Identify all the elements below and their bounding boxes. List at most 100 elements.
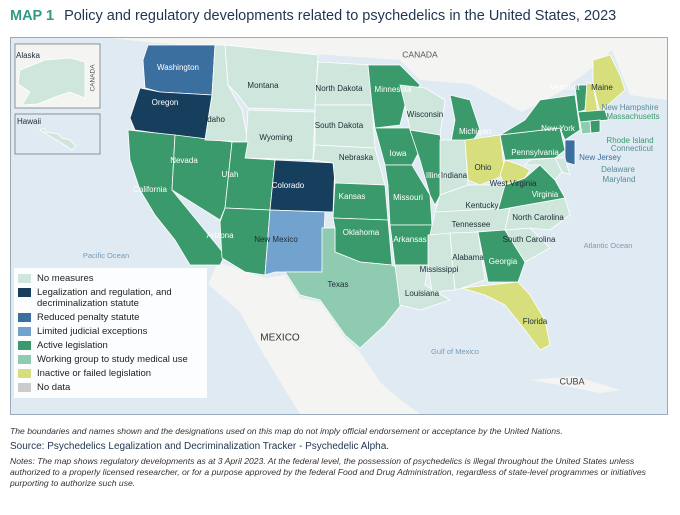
state-label: Kentucky	[466, 201, 499, 210]
legend-item: Working group to study medical use	[18, 354, 203, 365]
map-number: MAP 1	[10, 8, 55, 24]
state-label: Pennsylvania	[511, 148, 559, 157]
legend-label: Working group to study medical use	[37, 354, 188, 365]
state-label: New Hampshire	[602, 103, 659, 112]
legend-item: Inactive or failed legislation	[18, 368, 203, 379]
state-label: South Dakota	[315, 121, 364, 130]
disclaimer: The boundaries and names shown and the d…	[10, 426, 563, 436]
state-label: Kansas	[339, 192, 366, 201]
legend-label: Reduced penalty statute	[37, 312, 140, 323]
legend: No measures Legalization and regulation, …	[14, 268, 207, 398]
state-label: Missouri	[393, 193, 423, 202]
state-label: Washington	[157, 63, 199, 72]
state-label: Idaho	[205, 115, 226, 124]
legend-item: Reduced penalty statute	[18, 312, 203, 323]
legend-swatch	[18, 274, 31, 283]
state-label: Hawaii	[17, 117, 41, 126]
state-label: Delaware	[601, 165, 635, 174]
state-label: Indiana	[441, 171, 468, 180]
legend-item: No data	[18, 382, 203, 393]
state-label: New Jersey	[579, 153, 621, 162]
legend-swatch	[18, 327, 31, 336]
state-label: Georgia	[489, 257, 518, 266]
state-label: Colorado	[272, 181, 305, 190]
state-label: Virginia	[532, 190, 559, 199]
state	[374, 127, 421, 166]
state-label: Rhode Island	[606, 136, 653, 145]
state-label: Florida	[523, 317, 548, 326]
state-label: Oklahoma	[343, 228, 380, 237]
legend-swatch	[18, 383, 31, 392]
state-label: Montana	[247, 81, 279, 90]
state	[524, 157, 563, 181]
state-label: Arizona	[206, 231, 234, 240]
cuba-land	[530, 376, 620, 393]
state-label: Massachusetts	[606, 112, 659, 121]
state	[589, 119, 601, 134]
state-label: Nevada	[170, 156, 198, 165]
state	[409, 129, 449, 206]
state	[477, 229, 526, 283]
map-title: Policy and regulatory developments relat…	[64, 8, 617, 24]
state-label: Louisiana	[405, 289, 440, 298]
state-label: North Dakota	[315, 84, 363, 93]
map: Washington Oregon California Nevada Idaho Mon…	[10, 37, 668, 415]
legend-swatch	[18, 355, 31, 364]
state-label: North Carolina	[512, 213, 564, 222]
place-label: CUBA	[559, 376, 584, 386]
state-label: Alaska	[16, 51, 41, 60]
state-label: Wyoming	[259, 133, 292, 142]
legend-label: No data	[37, 382, 71, 393]
legend-label: No measures	[37, 273, 94, 284]
canada-land	[11, 38, 667, 112]
state-label: California	[133, 185, 167, 194]
state-label: South Carolina	[503, 235, 556, 244]
place-label: Gulf of Mexico	[431, 347, 479, 356]
state	[284, 227, 406, 349]
mexico-land	[208, 262, 420, 414]
legend-item: Legalization and regulation, and decrimi…	[18, 287, 203, 309]
state-label: Minnesota	[375, 85, 412, 94]
state	[464, 134, 506, 186]
state-label: Iowa	[390, 149, 407, 158]
state-label: Nebraska	[339, 153, 374, 162]
state-label: Ohio	[475, 163, 492, 172]
state-label: Vermont	[550, 83, 581, 92]
header: MAP 1 Policy and regulatory developments …	[10, 8, 616, 24]
state-label: West Virginia	[490, 179, 537, 188]
state-label: Alabama	[452, 253, 484, 262]
state-label: Maine	[591, 83, 613, 92]
legend-label: Active legislation	[37, 340, 108, 351]
footer: The boundaries and names shown and the d…	[10, 426, 670, 493]
state	[499, 94, 581, 141]
state	[427, 232, 456, 293]
state-label: Maryland	[603, 175, 636, 184]
state-label: Michigan	[459, 127, 491, 136]
state	[579, 120, 592, 135]
state-label: Illinois	[426, 171, 448, 180]
legend-swatch	[18, 313, 31, 322]
state-label: Utah	[222, 170, 239, 179]
place-label: CANADA	[402, 49, 438, 59]
legend-swatch	[18, 369, 31, 378]
legend-label: Inactive or failed legislation	[37, 368, 152, 379]
state-label: Tennessee	[452, 220, 491, 229]
state	[577, 109, 609, 123]
place-label: MEXICO	[260, 333, 300, 344]
state-label: Arkansas	[393, 235, 426, 244]
state-label: Oregon	[152, 98, 179, 107]
state	[224, 44, 319, 111]
notes: Notes: The map shows regulatory developm…	[10, 456, 646, 488]
legend-label: Limited judicial exceptions	[37, 326, 148, 337]
labels: Washington Oregon California Nevada Idaho Mon…	[16, 49, 660, 386]
inset-place-label: CANADA	[90, 64, 97, 92]
state	[449, 231, 486, 291]
state	[39, 127, 77, 151]
state-label: Texas	[328, 280, 349, 289]
state	[389, 224, 433, 266]
state-label: New Mexico	[254, 235, 298, 244]
state-label: Mississippi	[420, 265, 459, 274]
place-label: Pacific Ocean	[83, 251, 129, 260]
legend-item: No measures	[18, 273, 203, 284]
